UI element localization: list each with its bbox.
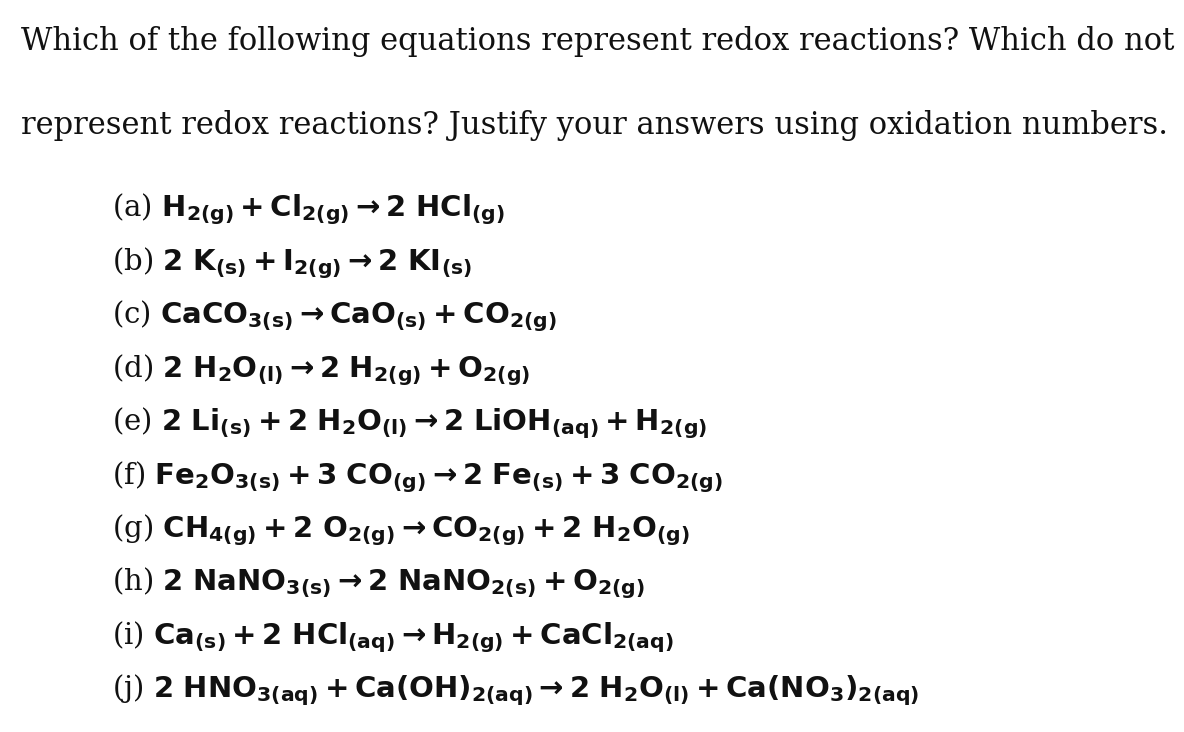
Text: (b) $\mathbf{2\ K_{(s)} + I_{2(g)} \rightarrow 2\ KI_{(s)}}$: (b) $\mathbf{2\ K_{(s)} + I_{2(g)} \righ… <box>112 245 472 281</box>
Text: (a) $\mathbf{H_{2(g)} + Cl_{2(g)} \rightarrow 2\ HCl_{(g)}}$: (a) $\mathbf{H_{2(g)} + Cl_{2(g)} \right… <box>112 192 506 228</box>
Text: (c) $\mathbf{CaCO_{3(s)} \rightarrow CaO_{(s)} + CO_{2(g)}}$: (c) $\mathbf{CaCO_{3(s)} \rightarrow CaO… <box>112 299 558 335</box>
Text: represent redox reactions? Justify your answers using oxidation numbers.: represent redox reactions? Justify your … <box>21 110 1169 141</box>
Text: (d) $\mathbf{2\ H_2O_{(l)} \rightarrow 2\ H_{2(g)} + O_{2(g)}}$: (d) $\mathbf{2\ H_2O_{(l)} \rightarrow 2… <box>112 352 530 388</box>
Text: (g) $\mathbf{CH_{4(g)} + 2\ O_{2(g)} \rightarrow CO_{2(g)} + 2\ H_2O_{(g)}}$: (g) $\mathbf{CH_{4(g)} + 2\ O_{2(g)} \ri… <box>112 512 690 548</box>
Text: (e) $\mathbf{2\ Li_{(s)} + 2\ H_2O_{(l)} \rightarrow 2\ LiOH_{(aq)} + H_{2(g)}}$: (e) $\mathbf{2\ Li_{(s)} + 2\ H_2O_{(l)}… <box>112 406 708 441</box>
Text: Which of the following equations represent redox reactions? Which do not: Which of the following equations represe… <box>21 26 1175 56</box>
Text: (j) $\mathbf{2\ HNO_{3(aq)} + Ca(OH)_{2(aq)} \rightarrow 2\ H_2O_{(l)} + Ca(NO_3: (j) $\mathbf{2\ HNO_{3(aq)} + Ca(OH)_{2(… <box>112 673 920 709</box>
Text: (f) $\mathbf{Fe_2O_{3(s)} + 3\ CO_{(g)} \rightarrow 2\ Fe_{(s)} + 3\ CO_{2(g)}}$: (f) $\mathbf{Fe_2O_{3(s)} + 3\ CO_{(g)} … <box>112 459 723 495</box>
Text: (h) $\mathbf{2\ NaNO_{3(s)} \rightarrow 2\ NaNO_{2(s)} + O_{2(g)}}$: (h) $\mathbf{2\ NaNO_{3(s)} \rightarrow … <box>112 566 645 602</box>
Text: (i) $\mathbf{Ca_{(s)} + 2\ HCl_{(aq)} \rightarrow H_{2(g)} + CaCl_{2(aq)}}$: (i) $\mathbf{Ca_{(s)} + 2\ HCl_{(aq)} \r… <box>112 619 675 655</box>
